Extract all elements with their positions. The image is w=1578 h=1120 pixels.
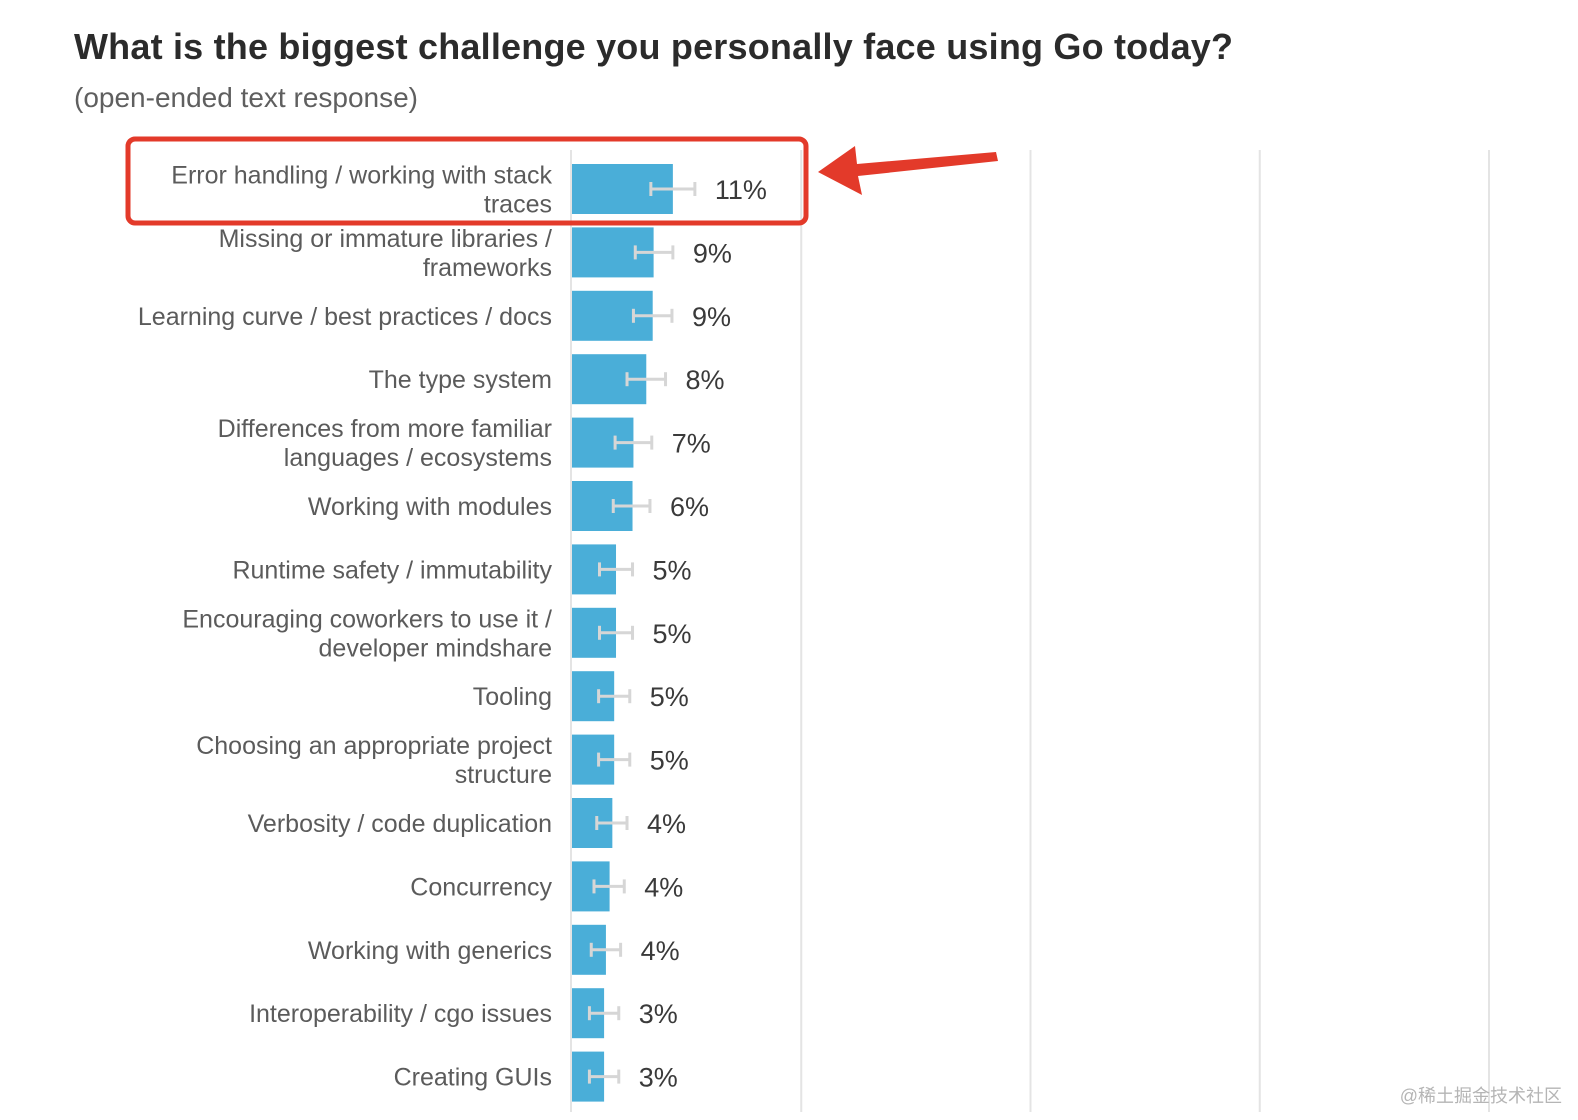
value-label: 5% [653,555,692,585]
category-label: Error handling / working with stack trace… [171,162,552,219]
category-label: Differences from more familiar languages … [218,415,552,472]
value-label: 5% [653,619,692,649]
category-label: Creating GUIs [394,1064,552,1092]
category-labels: Error handling / working with stack trace… [138,162,553,1092]
category-label: Missing or immature libraries / framework… [219,225,552,282]
value-label: 6% [670,492,709,522]
value-label: 11% [715,175,767,205]
category-label: Runtime safety / immutability [232,556,552,584]
value-labels: 11% 9% 9% 8% 7% 6% 5% 5% 5% 5% 4% 4% 4% 3% 3% [639,175,767,1093]
arrow-icon [818,146,998,195]
highlight-box [125,136,809,226]
chart-subtitle: (open-ended text response) [74,82,418,113]
value-label: 9% [693,238,732,268]
category-label: Verbosity / code duplication [248,810,552,838]
value-label: 3% [639,1063,678,1093]
value-label: 4% [641,936,680,966]
category-label: Working with modules [308,493,552,521]
category-label: Working with generics [308,937,552,965]
category-label: The type system [369,366,552,394]
error-bars [587,182,697,1084]
highlight-annotation [125,136,998,226]
watermark: @稀土掘金技术社区 [1399,1086,1562,1106]
category-label: Interoperability / cgo issues [249,1000,552,1028]
category-label: Choosing an appropriate project structure [196,732,552,789]
category-label: Tooling [473,683,552,711]
category-label: Learning curve / best practices / docs [138,303,552,331]
value-label: 8% [686,365,725,395]
value-label: 3% [639,999,678,1029]
value-label: 4% [644,872,683,902]
value-label: 9% [692,302,731,332]
chart-title: What is the biggest challenge you person… [74,26,1234,67]
gridlines [570,150,1490,1112]
value-label: 7% [672,429,711,459]
category-label: Concurrency [410,873,552,901]
value-label: 4% [647,809,686,839]
value-label: 5% [650,746,689,776]
value-label: 5% [650,682,689,712]
category-label: Encouraging coworkers to use it / develop… [182,605,552,662]
